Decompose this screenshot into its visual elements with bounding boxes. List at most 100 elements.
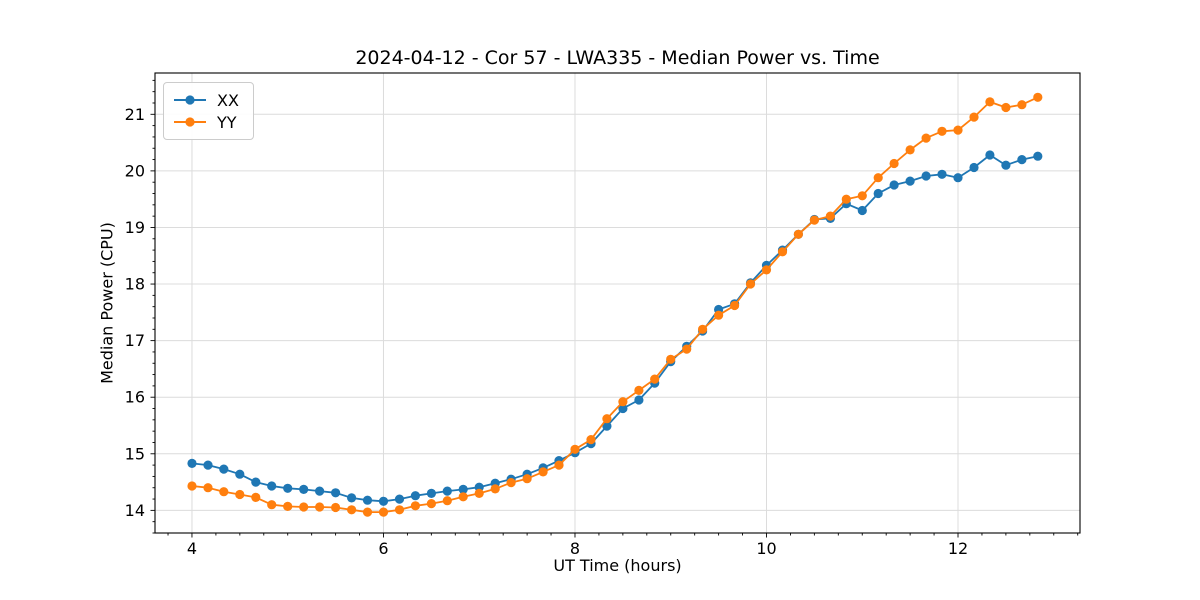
legend-marker-yy xyxy=(174,117,206,127)
data-point-xx xyxy=(315,486,325,496)
data-point-xx xyxy=(969,162,979,173)
data-point-yy xyxy=(362,507,373,517)
data-point-xx xyxy=(187,458,197,468)
legend-label: XX xyxy=(217,90,239,110)
data-point-xx xyxy=(362,495,373,505)
data-point-yy xyxy=(985,97,995,107)
data-point-yy xyxy=(187,481,197,491)
data-point-xx xyxy=(953,173,963,183)
data-point-yy xyxy=(953,125,963,135)
data-point-yy xyxy=(714,310,724,320)
data-point-yy xyxy=(793,229,804,239)
svg-text:8: 8 xyxy=(570,539,580,558)
data-point-yy xyxy=(698,324,708,334)
svg-text:4: 4 xyxy=(187,539,197,558)
data-point-yy xyxy=(538,467,548,477)
data-point-yy xyxy=(905,145,915,155)
data-point-yy xyxy=(458,492,468,502)
data-point-xx xyxy=(378,496,389,506)
svg-text:18: 18 xyxy=(125,275,145,294)
data-point-xx xyxy=(873,188,883,199)
data-point-yy xyxy=(442,496,452,506)
data-point-xx xyxy=(905,176,915,186)
data-point-yy xyxy=(410,501,420,511)
data-point-xx xyxy=(299,484,309,494)
data-point-xx xyxy=(442,486,452,496)
data-point-yy xyxy=(650,374,660,384)
data-point-xx xyxy=(347,493,357,503)
data-point-yy xyxy=(873,173,883,183)
data-point-yy xyxy=(586,435,596,445)
data-point-yy xyxy=(315,502,325,512)
grid-lines xyxy=(155,73,1080,533)
svg-text:12: 12 xyxy=(948,539,968,558)
data-point-yy xyxy=(554,460,564,470)
data-point-xx xyxy=(458,484,468,494)
data-point-yy xyxy=(203,483,213,493)
svg-text:15: 15 xyxy=(125,444,145,463)
data-point-xx xyxy=(1033,151,1043,161)
data-point-xx xyxy=(203,460,213,470)
data-point-xx xyxy=(602,421,612,431)
data-point-xx xyxy=(1017,155,1027,165)
data-point-yy xyxy=(634,385,644,395)
series-yy xyxy=(187,92,1043,517)
data-point-yy xyxy=(474,488,484,498)
data-point-xx xyxy=(921,171,931,181)
data-point-yy xyxy=(1033,92,1043,102)
data-point-yy xyxy=(219,487,229,497)
data-point-yy xyxy=(267,500,277,510)
legend-item-yy: YY xyxy=(173,111,239,133)
data-point-xx xyxy=(219,464,229,474)
data-point-xx xyxy=(251,477,261,487)
data-point-yy xyxy=(347,505,357,515)
data-point-yy xyxy=(378,507,389,517)
data-point-yy xyxy=(506,478,516,488)
svg-text:6: 6 xyxy=(378,539,388,558)
svg-text:10: 10 xyxy=(756,539,776,558)
svg-text:20: 20 xyxy=(125,161,145,180)
data-point-xx xyxy=(410,491,420,501)
data-point-yy xyxy=(809,215,820,225)
data-point-xx xyxy=(985,150,995,160)
tick-labels: 4 6 8 10 12 14 15 16 17 18 19 20 21 xyxy=(125,105,969,558)
data-point-yy xyxy=(889,158,899,169)
legend-marker-xx xyxy=(174,95,206,105)
data-point-yy xyxy=(825,211,836,221)
data-point-xx xyxy=(267,481,277,491)
chart-title: 2024-04-12 - Cor 57 - LWA335 - Median Po… xyxy=(355,47,880,69)
data-point-xx xyxy=(889,180,899,190)
x-axis-label: UT Time (hours) xyxy=(553,556,682,575)
data-point-xx xyxy=(1001,160,1011,170)
data-point-yy xyxy=(682,344,692,354)
data-point-yy xyxy=(761,265,772,275)
data-point-yy xyxy=(299,502,309,512)
svg-text:19: 19 xyxy=(125,218,145,237)
data-point-xx xyxy=(634,395,644,405)
y-axis-label: Median Power (CPU) xyxy=(97,222,117,384)
axis-ticks xyxy=(150,79,1079,538)
data-point-yy xyxy=(1017,100,1027,110)
data-point-xx xyxy=(331,488,341,498)
data-point-yy xyxy=(522,474,532,484)
data-point-yy xyxy=(490,484,500,494)
data-point-yy xyxy=(969,112,979,122)
data-point-yy xyxy=(921,133,931,143)
data-point-xx xyxy=(857,205,867,216)
legend-label: YY xyxy=(217,112,237,132)
plot-spines xyxy=(154,72,1081,534)
legend: XX YY xyxy=(163,82,254,140)
data-point-xx xyxy=(937,169,947,179)
data-point-yy xyxy=(602,414,612,424)
data-point-xx xyxy=(426,488,436,498)
data-point-yy xyxy=(841,194,851,204)
data-point-xx xyxy=(235,469,245,479)
svg-text:17: 17 xyxy=(125,331,145,350)
data-point-yy xyxy=(235,489,245,500)
data-point-yy xyxy=(937,126,947,136)
svg-text:16: 16 xyxy=(125,388,145,407)
data-point-yy xyxy=(426,499,436,509)
data-point-yy xyxy=(331,502,341,513)
svg-text:14: 14 xyxy=(125,501,145,520)
